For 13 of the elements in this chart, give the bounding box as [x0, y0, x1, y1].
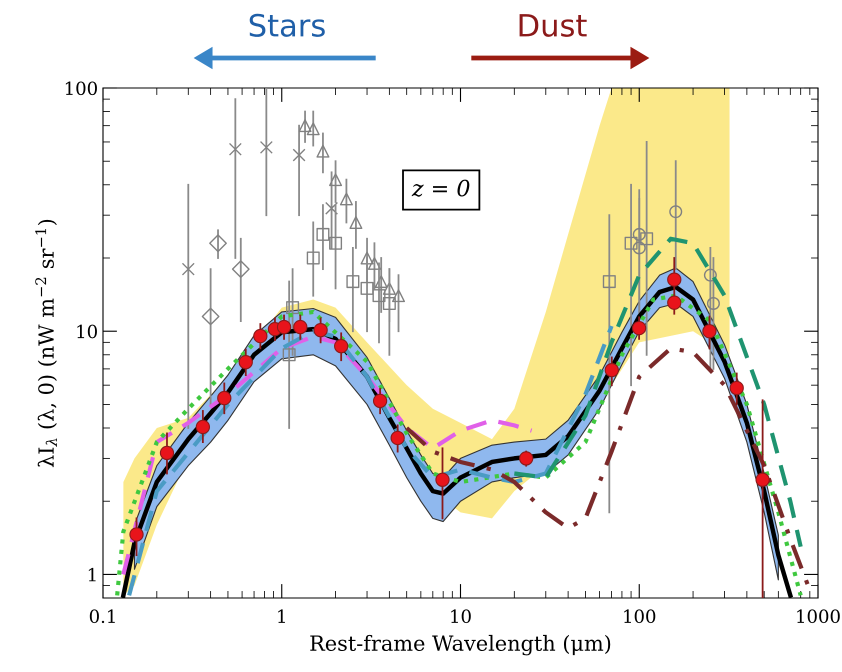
x-tick-label: 1000 — [797, 609, 840, 624]
annotation: z = 0 — [412, 180, 470, 197]
x-tick-label: 10 — [451, 609, 471, 624]
text: Dust — [520, 14, 587, 37]
y-tick-label: 1 — [88, 568, 96, 582]
y-tick-label: 10 — [77, 324, 97, 338]
x-tick-label: 0.1 — [90, 609, 115, 624]
x-axis-title: Rest-frame Wavelength (μm) — [310, 634, 610, 656]
y-axis-title: λI$_{λ}$ (λ, 0) (nW m$^{−2}$ sr$^{−1}$) — [35, 220, 57, 468]
text: Stars — [250, 14, 325, 37]
x-tick-label: 1 — [278, 609, 285, 623]
y-tick-label: 100 — [66, 81, 97, 96]
x-tick-label: 100 — [624, 609, 656, 624]
